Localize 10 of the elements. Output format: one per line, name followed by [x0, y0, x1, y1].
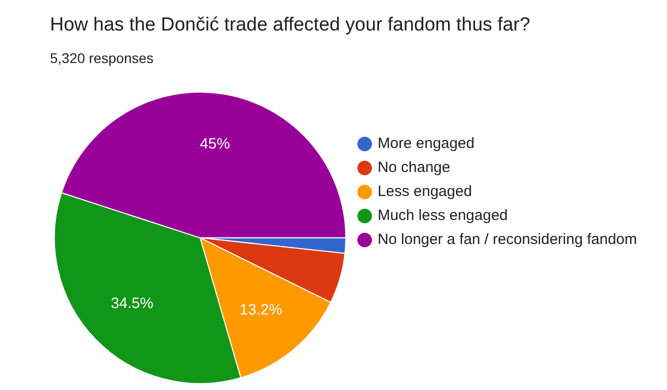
data-label: 45%: [200, 135, 230, 152]
chart-title: How has the Dončić trade affected your fandom thus far?: [50, 14, 530, 36]
legend-label: More engaged: [378, 135, 474, 152]
chart-subtitle: 5,320 responses: [50, 50, 154, 66]
legend-label: Much less engaged: [378, 207, 508, 224]
legend-label: No change: [378, 159, 450, 176]
legend-label: No longer a fan / reconsidering fandom: [378, 231, 638, 248]
data-label: 13.2%: [240, 302, 282, 319]
legend-label: Less engaged: [378, 183, 472, 200]
data-label: 34.5%: [110, 294, 154, 312]
